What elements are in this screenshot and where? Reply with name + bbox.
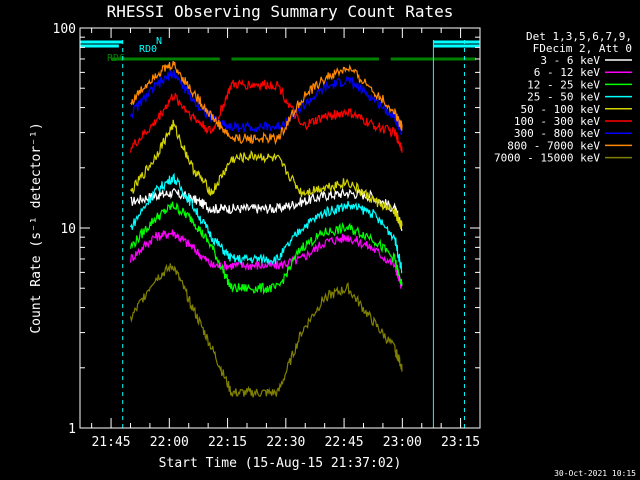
legend-label: 50 - 100 keV (521, 103, 601, 116)
series-line (129, 201, 403, 296)
legend-header-line-1: Det 1,3,5,6,7,9, (526, 30, 632, 43)
y-tick-label: 10 (60, 222, 76, 237)
x-tick-label: 22:00 (150, 435, 189, 450)
y-axis-label: Count Rate (s⁻¹ detector⁻¹) (29, 122, 44, 333)
series-lines (129, 60, 403, 398)
flag-label-n: N (156, 36, 162, 47)
series-line (129, 69, 403, 136)
chart-title: RHESSI Observing Summary Count Rates (107, 2, 454, 21)
flag-label-rd0: RD0 (139, 44, 157, 55)
legend-label: 12 - 25 keV (527, 78, 600, 91)
x-tick-label: 23:15 (441, 435, 480, 450)
legend-header-line-2: FDecim 2, Att 0 (533, 42, 632, 55)
series-line (129, 263, 403, 398)
x-tick-label: 22:30 (266, 435, 305, 450)
legend: Det 1,3,5,6,7,9, FDecim 2, Att 0 3 - 6 k… (494, 30, 632, 165)
legend-label: 6 - 12 keV (534, 66, 601, 79)
legend-label: 300 - 800 keV (514, 127, 600, 140)
legend-label: 3 - 6 keV (540, 54, 600, 67)
flag-label-rd6: RD6 (107, 53, 125, 64)
series-line (129, 229, 403, 289)
x-tick-label: 22:15 (208, 435, 247, 450)
y-axis: 1 10 100 (53, 22, 480, 437)
legend-label: 800 - 7000 keV (507, 139, 600, 152)
legend-label: 7000 - 15000 keV (494, 152, 600, 165)
x-axis-label: Start Time (15-Aug-15 21:37:02) (159, 456, 402, 471)
y-tick-label: 1 (68, 422, 76, 437)
x-axis: 21:45 22:00 22:15 22:30 22:45 23:00 23:15 (91, 28, 481, 450)
series-line (130, 119, 403, 230)
series-line (130, 60, 403, 146)
x-tick-label: 23:00 (383, 435, 422, 450)
legend-label: 25 - 50 keV (527, 91, 600, 104)
series-line (129, 172, 403, 274)
y-tick-label: 100 (53, 22, 76, 37)
timestamp: 30-Oct-2021 10:15 (554, 469, 636, 478)
legend-label: 100 - 300 keV (514, 115, 600, 128)
x-tick-label: 21:45 (91, 435, 130, 450)
series-line (129, 78, 403, 153)
x-tick-label: 22:45 (325, 435, 364, 450)
